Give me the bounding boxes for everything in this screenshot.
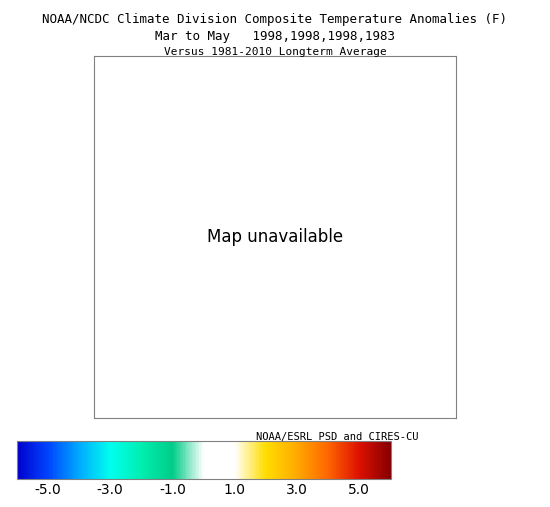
- Text: NOAA/ESRL PSD and CIRES-CU: NOAA/ESRL PSD and CIRES-CU: [256, 432, 418, 442]
- Text: Map unavailable: Map unavailable: [207, 228, 343, 246]
- Text: NOAA/NCDC Climate Division Composite Temperature Anomalies (F): NOAA/NCDC Climate Division Composite Tem…: [42, 13, 508, 26]
- Text: Mar to May   1998,1998,1998,1983: Mar to May 1998,1998,1998,1983: [155, 30, 395, 44]
- Text: Versus 1981-2010 Longterm Average: Versus 1981-2010 Longterm Average: [164, 47, 386, 57]
